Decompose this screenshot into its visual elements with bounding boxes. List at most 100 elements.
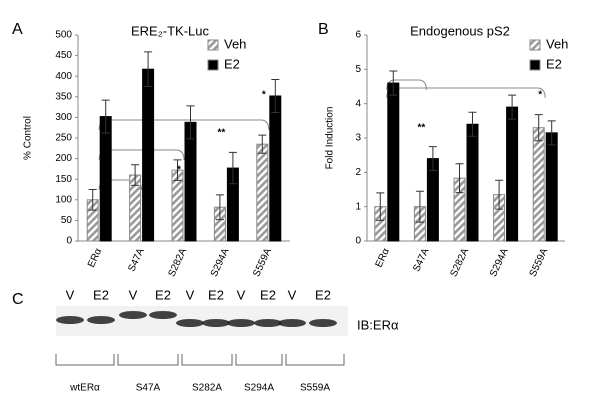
bar: [142, 68, 155, 242]
y-tick-label: 6: [355, 30, 361, 41]
blot-band: [149, 311, 177, 319]
bar: [387, 82, 400, 242]
annotation: **: [418, 123, 426, 134]
bar: [506, 106, 519, 242]
y-tick-label: 150: [55, 174, 72, 185]
error-bar: [389, 70, 398, 96]
annotation: **: [218, 128, 226, 139]
blot-band: [254, 319, 282, 327]
error-bar: [547, 120, 556, 146]
chart-title: ERE₂-TK-Luc: [131, 23, 210, 38]
y-tick-label: 400: [55, 71, 72, 82]
group-label: wtERα: [69, 383, 100, 394]
group-label: S294A: [244, 383, 274, 394]
group-bracket: [55, 354, 115, 366]
legend-label: Veh: [546, 36, 568, 51]
x-tick-label: S47A: [126, 246, 146, 273]
lane-label: E2: [93, 287, 109, 302]
error-bar: [88, 189, 97, 211]
error-bar: [215, 194, 224, 221]
blot-band: [176, 319, 204, 327]
legend-swatch: [529, 39, 541, 51]
group-label: S282A: [192, 383, 222, 394]
y-tick-label: 3: [355, 133, 361, 144]
legend-swatch: [207, 59, 219, 71]
lane-label: V: [66, 287, 75, 302]
x-tick-label: S282A: [448, 246, 471, 278]
chart-title: Endogenous pS2: [410, 23, 510, 38]
bar: [466, 123, 479, 242]
y-tick-label: 450: [55, 50, 72, 61]
bracket: [386, 87, 546, 99]
y-tick-label: 350: [55, 91, 72, 102]
bar: [184, 121, 197, 242]
lane-label: V: [237, 287, 246, 302]
annotation: *: [177, 165, 181, 176]
panel-letter: A: [12, 21, 23, 38]
y-tick-label: 1: [355, 201, 361, 212]
error-bar: [101, 99, 110, 134]
blot-band: [309, 319, 337, 327]
lane-label: V: [186, 287, 195, 302]
y-tick-label: 0: [355, 236, 361, 247]
bar: [99, 116, 112, 242]
lane-label: E2: [208, 287, 224, 302]
x-tick-label: ERα: [86, 247, 104, 270]
legend-label: Veh: [224, 36, 246, 51]
group-bracket: [181, 354, 233, 366]
lane-label: E2: [315, 287, 331, 302]
lane-label: V: [129, 287, 138, 302]
y-tick-label: 250: [55, 133, 72, 144]
blot-band: [202, 319, 230, 327]
error-bar: [144, 51, 153, 87]
legend-label: E2: [546, 56, 562, 71]
bracket: [98, 149, 185, 161]
legend-swatch: [207, 39, 219, 51]
bar: [256, 143, 269, 242]
lane-label: E2: [260, 287, 276, 302]
x-tick-label: ERα: [374, 247, 392, 270]
group-bracket: [235, 354, 283, 366]
bar: [532, 127, 545, 242]
antibody-label: IB:ERα: [357, 317, 399, 332]
error-bar: [415, 190, 424, 223]
panel-letter: B: [318, 21, 329, 38]
x-tick-label: S559A: [528, 246, 551, 278]
lane-label: V: [288, 287, 297, 302]
error-bar: [495, 179, 504, 210]
y-tick-label: 100: [55, 194, 72, 205]
lane-label: E2: [155, 287, 171, 302]
legend-swatch: [529, 59, 541, 71]
y-tick-label: 4: [355, 98, 361, 109]
x-tick-label: S294A: [488, 246, 511, 278]
y-tick-label: 500: [55, 30, 72, 41]
y-tick-label: 2: [355, 167, 361, 178]
blot-panel: C IB:ERα V E2 V E2 V E2 V E2 V E2 wtERα S47A S282A S2…: [12, 287, 399, 393]
y-tick-label: 200: [55, 153, 72, 164]
error-bar: [186, 105, 195, 140]
x-tick-label: S559A: [251, 246, 274, 278]
annotation: *: [538, 90, 542, 101]
group-bracket: [285, 354, 345, 366]
x-tick-label: S294A: [209, 246, 232, 278]
y-tick-label: 300: [55, 112, 72, 123]
error-bar: [376, 192, 385, 221]
bracket: [98, 119, 270, 131]
y-tick-label: 0: [66, 236, 72, 247]
legend-label: E2: [224, 56, 240, 71]
error-bar: [271, 78, 280, 113]
panel-letter: C: [12, 291, 24, 308]
error-bar: [468, 111, 477, 137]
error-bar: [508, 94, 517, 120]
bar: [545, 132, 558, 242]
error-bar: [534, 114, 543, 142]
error-bar: [428, 146, 437, 172]
blot-band: [119, 311, 147, 319]
error-bar: [173, 159, 182, 181]
group-label: S559A: [300, 383, 330, 394]
error-bar: [455, 163, 464, 194]
x-tick-label: S282A: [166, 246, 189, 278]
y-tick-label: 50: [61, 215, 73, 226]
blot-band: [227, 319, 255, 327]
